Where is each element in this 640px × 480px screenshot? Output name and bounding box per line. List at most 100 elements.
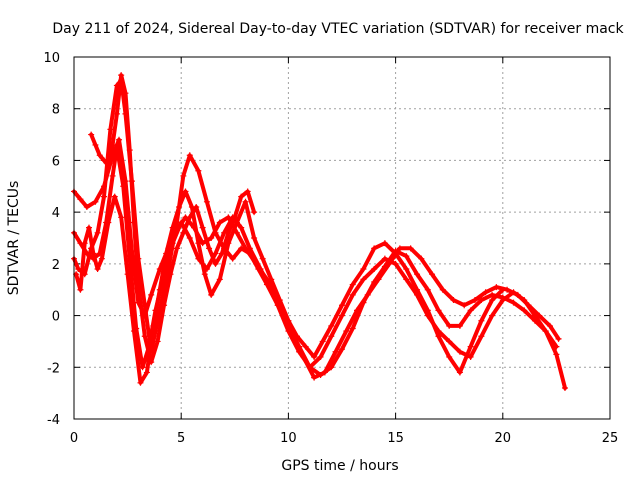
data-point-marker — [489, 297, 496, 304]
data-point-marker — [339, 346, 345, 353]
data-point-marker — [302, 343, 309, 350]
data-point-marker — [360, 266, 367, 273]
data-point-marker — [392, 250, 399, 257]
data-point-marker — [251, 235, 258, 241]
data-point-marker — [208, 235, 215, 241]
data-point-marker — [499, 297, 506, 304]
data-point-marker — [105, 219, 112, 226]
grid-lines — [74, 57, 610, 419]
data-point-marker — [238, 224, 245, 231]
data-point-marker — [285, 317, 292, 324]
data-point-marker — [381, 255, 388, 262]
data-point-marker — [467, 353, 474, 360]
data-point-marker — [94, 266, 101, 273]
data-point-marker — [392, 260, 399, 267]
data-point-marker — [285, 328, 292, 335]
data-point-marker — [216, 219, 223, 226]
data-point-marker — [268, 276, 275, 283]
data-point-marker — [306, 364, 313, 371]
data-point-marker — [467, 343, 474, 350]
data-point-marker — [360, 276, 367, 283]
data-point-marker — [186, 235, 193, 241]
data-point-marker — [105, 162, 112, 169]
data-point-marker — [478, 297, 485, 304]
data-point-marker — [328, 333, 335, 340]
data-point-marker — [131, 328, 138, 335]
data-point-marker — [349, 281, 356, 288]
data-point-marker — [371, 266, 378, 273]
data-point-marker — [94, 229, 101, 236]
data-point-marker — [139, 364, 146, 371]
data-point-marker — [203, 198, 210, 205]
data-point-marker — [521, 307, 528, 314]
data-point-marker — [77, 196, 84, 203]
data-point-marker — [263, 281, 270, 288]
data-point-marker — [456, 348, 463, 355]
data-point-marker — [201, 271, 208, 278]
y-tick-label: 4 — [52, 206, 60, 221]
data-point-marker — [150, 322, 157, 329]
data-point-marker — [96, 152, 103, 159]
data-point-marker — [510, 289, 517, 296]
data-point-marker — [343, 328, 350, 335]
data-point-marker — [161, 302, 168, 309]
data-point-marker — [193, 203, 200, 210]
data-point-marker — [182, 188, 189, 195]
data-point-marker — [135, 281, 142, 288]
data-point-marker — [561, 384, 568, 391]
data-point-marker — [375, 276, 382, 283]
data-point-marker — [259, 255, 266, 262]
data-point-marker — [429, 271, 436, 278]
data-point-marker — [238, 245, 245, 252]
data-point-marker — [143, 369, 150, 376]
data-point-marker — [276, 297, 283, 304]
data-point-marker — [233, 229, 240, 236]
data-point-marker — [499, 286, 506, 293]
data-point-marker — [349, 291, 356, 298]
data-point-marker — [414, 271, 421, 278]
x-tick-label: 20 — [495, 431, 512, 446]
data-point-marker — [206, 245, 213, 252]
data-point-marker — [101, 193, 108, 200]
data-point-marker — [199, 224, 206, 231]
data-point-marker — [163, 250, 170, 257]
data-point-marker — [88, 131, 95, 138]
data-point-marker — [98, 255, 105, 262]
data-point-marker — [403, 276, 410, 283]
data-point-marker — [255, 266, 262, 273]
data-point-marker — [328, 322, 335, 329]
data-point-marker — [113, 144, 120, 151]
data-point-marker — [101, 157, 108, 164]
y-axis-label: SDTVAR / TECUs — [6, 181, 22, 296]
y-tick-label: 8 — [52, 103, 60, 118]
data-point-marker — [186, 214, 193, 221]
data-point-marker — [435, 333, 442, 340]
series-line — [89, 73, 257, 365]
data-point-marker — [332, 348, 339, 355]
data-point-marker — [216, 276, 223, 283]
data-point-marker — [553, 351, 560, 358]
data-point-marker — [75, 266, 82, 273]
data-point-marker — [218, 250, 225, 257]
data-point-marker — [86, 224, 93, 231]
data-point-marker — [381, 240, 388, 247]
data-point-marker — [195, 240, 202, 247]
data-point-marker — [141, 333, 148, 340]
x-tick-label: 10 — [280, 431, 297, 446]
data-point-marker — [238, 193, 245, 200]
data-point-marker — [450, 297, 457, 304]
data-point-marker — [176, 203, 183, 210]
data-point-marker — [553, 343, 560, 350]
plot-frame — [73, 56, 611, 420]
data-point-marker — [154, 338, 161, 345]
data-point-marker — [489, 312, 496, 319]
data-point-marker — [122, 90, 129, 97]
data-point-marker — [456, 322, 463, 329]
data-point-marker — [90, 250, 97, 257]
series-track-5 — [88, 72, 258, 366]
data-point-marker — [231, 214, 238, 221]
data-point-marker — [407, 245, 414, 252]
data-point-marker — [471, 297, 478, 304]
data-point-marker — [418, 255, 425, 262]
